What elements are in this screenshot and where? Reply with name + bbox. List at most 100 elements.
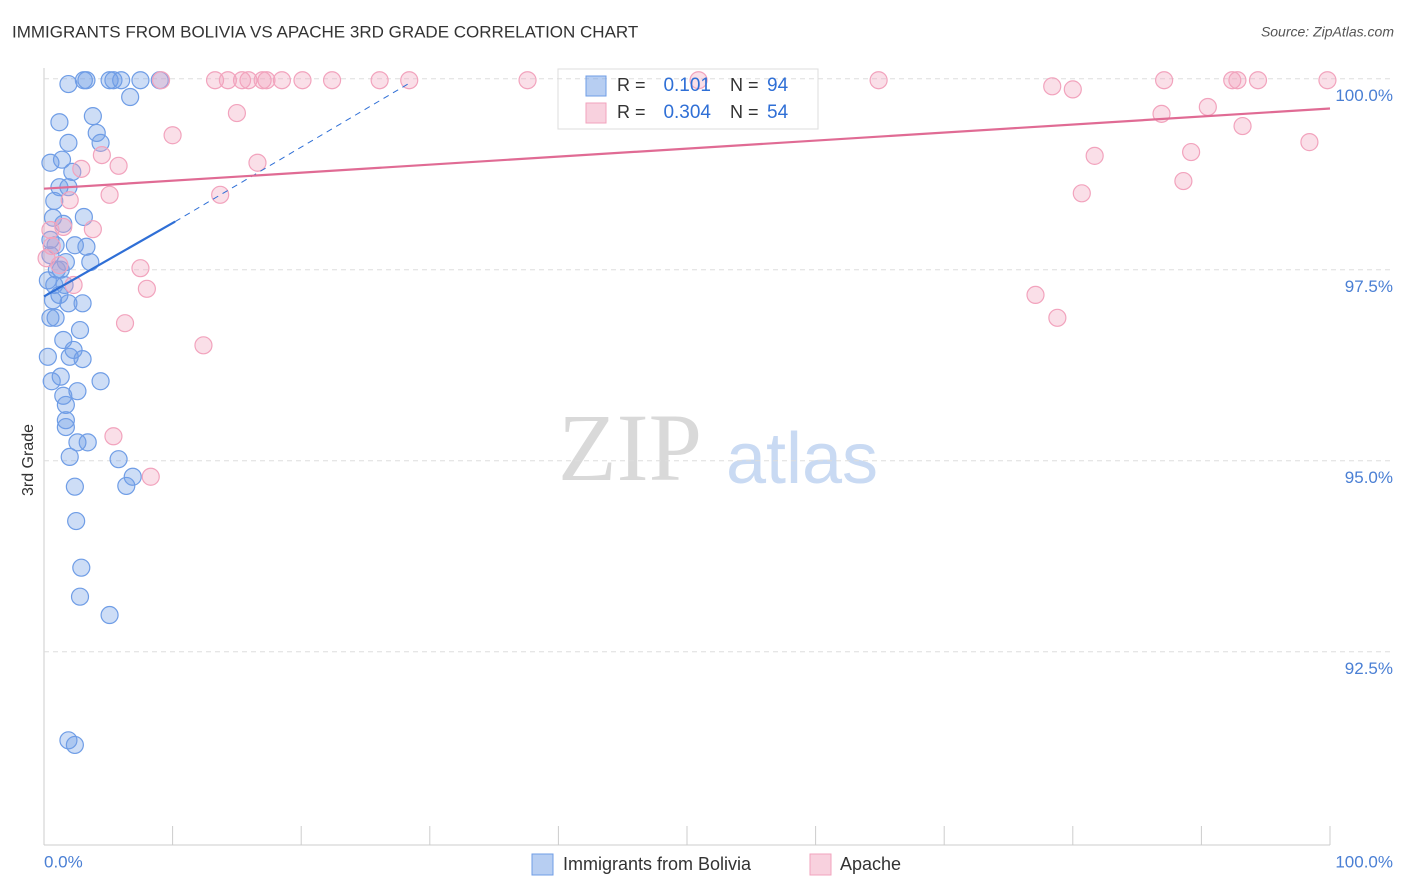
point: [1063, 80, 1082, 99]
point: [1248, 71, 1268, 90]
point: [1228, 71, 1247, 90]
point: [518, 71, 537, 90]
point: [1223, 71, 1242, 90]
legend-swatch: [809, 853, 832, 876]
point: [50, 256, 69, 275]
point: [72, 558, 91, 577]
point: [104, 427, 123, 446]
point: [1198, 97, 1217, 117]
point: [91, 372, 110, 391]
point: [92, 145, 111, 165]
watermark: atlas: [726, 419, 878, 499]
legend-swatch: [585, 75, 607, 97]
point: [253, 71, 272, 90]
point: [41, 220, 60, 240]
point: [1182, 142, 1201, 162]
point: [56, 411, 75, 430]
point: [67, 511, 86, 531]
point: [41, 153, 60, 172]
point: [121, 87, 140, 107]
legend-label: Immigrants from Bolivia: [563, 854, 752, 874]
point: [1072, 184, 1091, 203]
point: [869, 71, 888, 90]
legend-swatch: [585, 102, 607, 124]
point: [194, 336, 213, 355]
point: [1300, 133, 1319, 152]
point: [83, 220, 102, 239]
point: [77, 237, 96, 256]
point: [65, 477, 84, 496]
trend-line: [174, 82, 411, 222]
point: [1085, 146, 1104, 165]
point: [56, 417, 75, 437]
point: [1174, 171, 1193, 191]
chart-title: IMMIGRANTS FROM BOLIVIA VS APACHE 3RD GR…: [12, 22, 638, 41]
point: [141, 467, 160, 486]
point: [81, 252, 100, 272]
y-tick-label: 95.0%: [1345, 468, 1393, 487]
point: [232, 71, 252, 90]
point: [59, 294, 78, 313]
x-tick-label: 100.0%: [1335, 852, 1393, 871]
point: [78, 433, 97, 452]
point: [205, 71, 225, 90]
point: [65, 236, 84, 255]
point: [65, 735, 84, 755]
point: [59, 133, 78, 152]
point: [60, 191, 79, 210]
point: [123, 467, 142, 486]
point: [77, 71, 96, 90]
point: [137, 279, 156, 298]
point: [239, 71, 258, 90]
point: [74, 207, 93, 227]
point: [109, 450, 128, 469]
point: [50, 113, 69, 132]
point: [72, 159, 91, 178]
point: [73, 349, 92, 369]
point: [370, 71, 389, 90]
stat-label: R =: [617, 75, 646, 95]
point: [70, 320, 90, 340]
point: [1155, 71, 1174, 90]
point: [1043, 77, 1062, 96]
stat-label: N =: [730, 102, 759, 122]
point: [248, 153, 267, 172]
point: [322, 71, 342, 90]
stat-value: 0.101: [663, 75, 711, 96]
point: [257, 71, 276, 90]
y-tick-label: 97.5%: [1345, 277, 1393, 296]
point: [100, 185, 119, 204]
point: [400, 71, 419, 90]
point: [83, 107, 102, 126]
point: [42, 372, 61, 391]
point: [70, 587, 90, 606]
trend-line: [43, 220, 176, 298]
point: [60, 447, 79, 466]
point: [41, 308, 60, 327]
y-tick-label: 100.0%: [1335, 86, 1393, 105]
stat-label: N =: [730, 75, 759, 95]
point: [104, 71, 123, 90]
source: Source: ZipAtlas.com: [1261, 24, 1394, 40]
point: [293, 71, 312, 90]
watermark: ZIP: [558, 394, 702, 501]
point: [163, 126, 182, 145]
y-tick-label: 92.5%: [1345, 659, 1393, 678]
point: [38, 347, 57, 366]
point: [211, 185, 230, 204]
point: [689, 71, 708, 90]
point: [45, 191, 64, 211]
point: [151, 71, 171, 90]
x-tick-label: 0.0%: [44, 852, 83, 871]
point: [73, 294, 92, 313]
point: [51, 367, 70, 386]
point: [46, 308, 65, 327]
point: [227, 103, 246, 123]
point: [115, 314, 135, 333]
point: [117, 476, 136, 496]
point: [87, 123, 106, 143]
point: [1026, 285, 1045, 305]
point: [112, 71, 131, 90]
point: [109, 156, 128, 175]
